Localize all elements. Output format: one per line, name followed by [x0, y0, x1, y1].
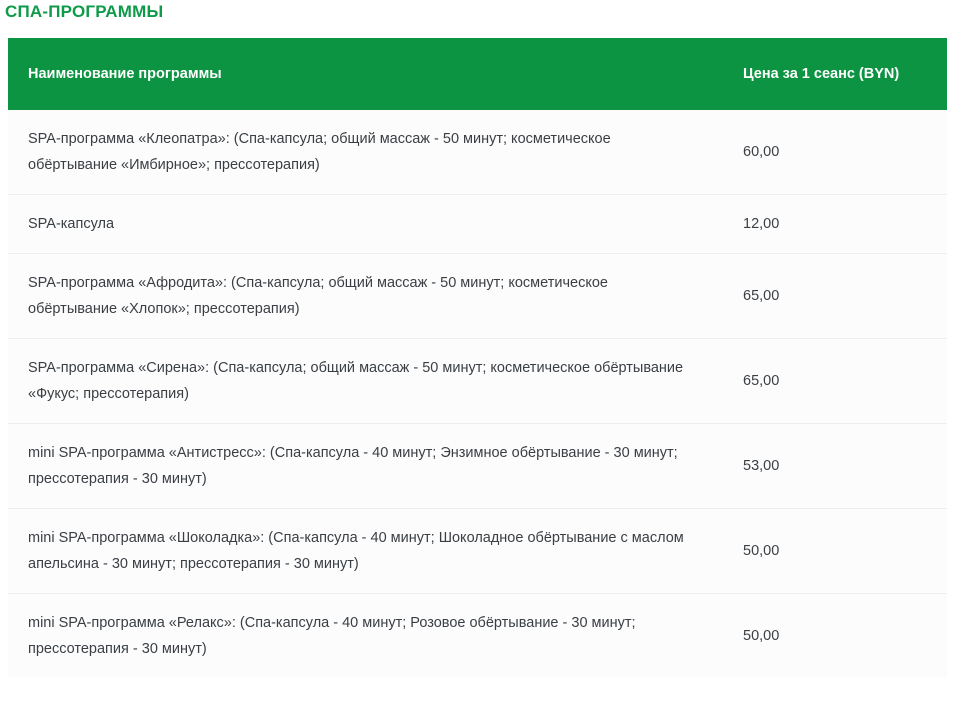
table-row: mini SPA-программа «Релакс»: (Спа-капсул…	[8, 593, 947, 678]
cell-program-name: mini SPA-программа «Шоколадка»: (Спа-кап…	[8, 508, 728, 594]
cell-program-price: 65,00	[728, 253, 947, 339]
cell-program-name: SPA-программа «Сирена»: (Спа-капсула; об…	[8, 338, 728, 424]
column-header-price-label: Цена за 1 сеанс (BYN)	[743, 66, 900, 82]
cell-program-name: SPA-программа «Афродита»: (Спа-капсула; …	[8, 253, 728, 339]
cell-program-price: 60,00	[728, 110, 947, 195]
cell-program-name: SPA-капсула	[8, 194, 728, 254]
table-row: SPA-программа «Клеопатра»: (Спа-капсула;…	[8, 110, 947, 195]
cell-program-price: 50,00	[728, 508, 947, 594]
cell-program-price: 65,00	[728, 338, 947, 424]
table-row: SPA-программа «Афродита»: (Спа-капсула; …	[8, 253, 947, 339]
table-row: mini SPA-программа «Антистресс»: (Спа-ка…	[8, 423, 947, 509]
table-header: Наименование программы Цена за 1 сеанс (…	[8, 38, 947, 110]
table-row: mini SPA-программа «Шоколадка»: (Спа-кап…	[8, 508, 947, 594]
page-title: СПА-ПРОГРАММЫ	[5, 2, 164, 21]
table-header-row: Наименование программы Цена за 1 сеанс (…	[8, 38, 947, 110]
cell-program-name: SPA-программа «Клеопатра»: (Спа-капсула;…	[8, 110, 728, 195]
cell-program-name: mini SPA-программа «Антистресс»: (Спа-ка…	[8, 423, 728, 509]
column-header-program-name: Наименование программы	[8, 38, 728, 110]
cell-program-price: 12,00	[728, 194, 947, 254]
cell-program-price: 53,00	[728, 423, 947, 509]
column-header-program-name-label: Наименование программы	[28, 66, 222, 82]
cell-program-price: 50,00	[728, 593, 947, 678]
table-body: SPA-программа «Клеопатра»: (Спа-капсула;…	[8, 110, 947, 678]
table-row: SPA-программа «Сирена»: (Спа-капсула; об…	[8, 338, 947, 424]
table-row: SPA-капсула 12,00	[8, 194, 947, 254]
cell-program-name: mini SPA-программа «Релакс»: (Спа-капсул…	[8, 593, 728, 678]
column-header-price: Цена за 1 сеанс (BYN)	[728, 38, 947, 110]
spa-programs-price-table: Наименование программы Цена за 1 сеанс (…	[8, 38, 947, 678]
